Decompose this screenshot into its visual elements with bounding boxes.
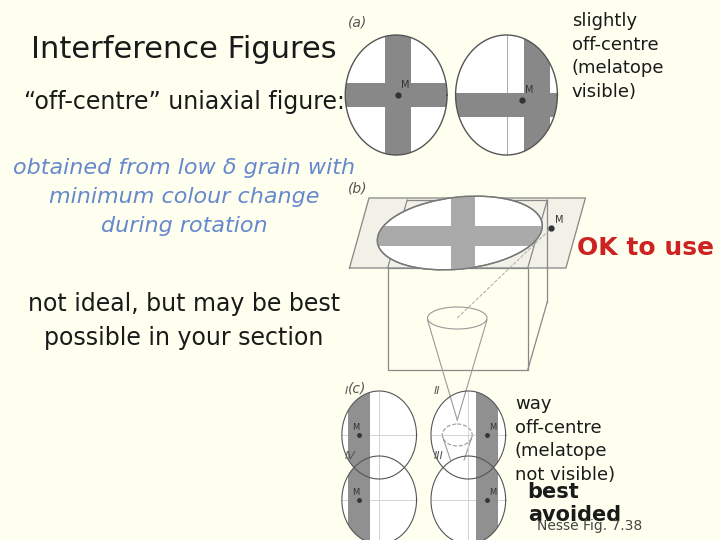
- Polygon shape: [346, 35, 447, 155]
- Text: Nesse Fig. 7.38: Nesse Fig. 7.38: [537, 519, 642, 533]
- Text: M: M: [555, 215, 563, 225]
- Bar: [451, 160, 475, 308]
- Bar: [524, 35, 550, 155]
- Bar: [366, 226, 570, 246]
- Bar: [476, 391, 498, 479]
- Text: Interference Figures: Interference Figures: [31, 35, 337, 64]
- Polygon shape: [431, 456, 505, 540]
- Text: obtained from low δ grain with
minimum colour change
during rotation: obtained from low δ grain with minimum c…: [13, 158, 355, 235]
- Text: M: M: [490, 488, 497, 497]
- Bar: [456, 93, 557, 117]
- Text: M: M: [490, 423, 497, 432]
- Text: best
avoided: best avoided: [528, 482, 621, 525]
- Bar: [345, 83, 447, 107]
- Text: OK to use: OK to use: [577, 236, 714, 260]
- Polygon shape: [431, 391, 505, 479]
- Text: (a): (a): [348, 15, 367, 29]
- Bar: [384, 35, 411, 155]
- Text: M: M: [401, 80, 410, 90]
- Text: IV: IV: [344, 451, 355, 461]
- Text: I: I: [344, 386, 348, 396]
- Text: M: M: [352, 488, 359, 497]
- Bar: [476, 456, 498, 540]
- Text: slightly
off-centre
(melatope
visible): slightly off-centre (melatope visible): [572, 12, 665, 101]
- Text: II: II: [433, 386, 440, 396]
- Text: M: M: [352, 423, 359, 432]
- Text: (b): (b): [348, 182, 367, 196]
- Text: way
off-centre
(melatope
not visible): way off-centre (melatope not visible): [515, 395, 615, 484]
- Bar: [348, 391, 370, 479]
- Ellipse shape: [377, 196, 542, 270]
- Bar: [348, 456, 370, 540]
- Text: “off-centre” uniaxial figure:: “off-centre” uniaxial figure:: [24, 90, 344, 114]
- Text: not ideal, but may be best
possible in your section: not ideal, but may be best possible in y…: [28, 292, 340, 350]
- Polygon shape: [342, 456, 417, 540]
- Polygon shape: [349, 198, 585, 268]
- Text: III: III: [433, 451, 444, 461]
- Polygon shape: [342, 391, 417, 479]
- Text: (c): (c): [348, 382, 366, 396]
- Polygon shape: [456, 35, 557, 155]
- Text: M: M: [525, 85, 534, 95]
